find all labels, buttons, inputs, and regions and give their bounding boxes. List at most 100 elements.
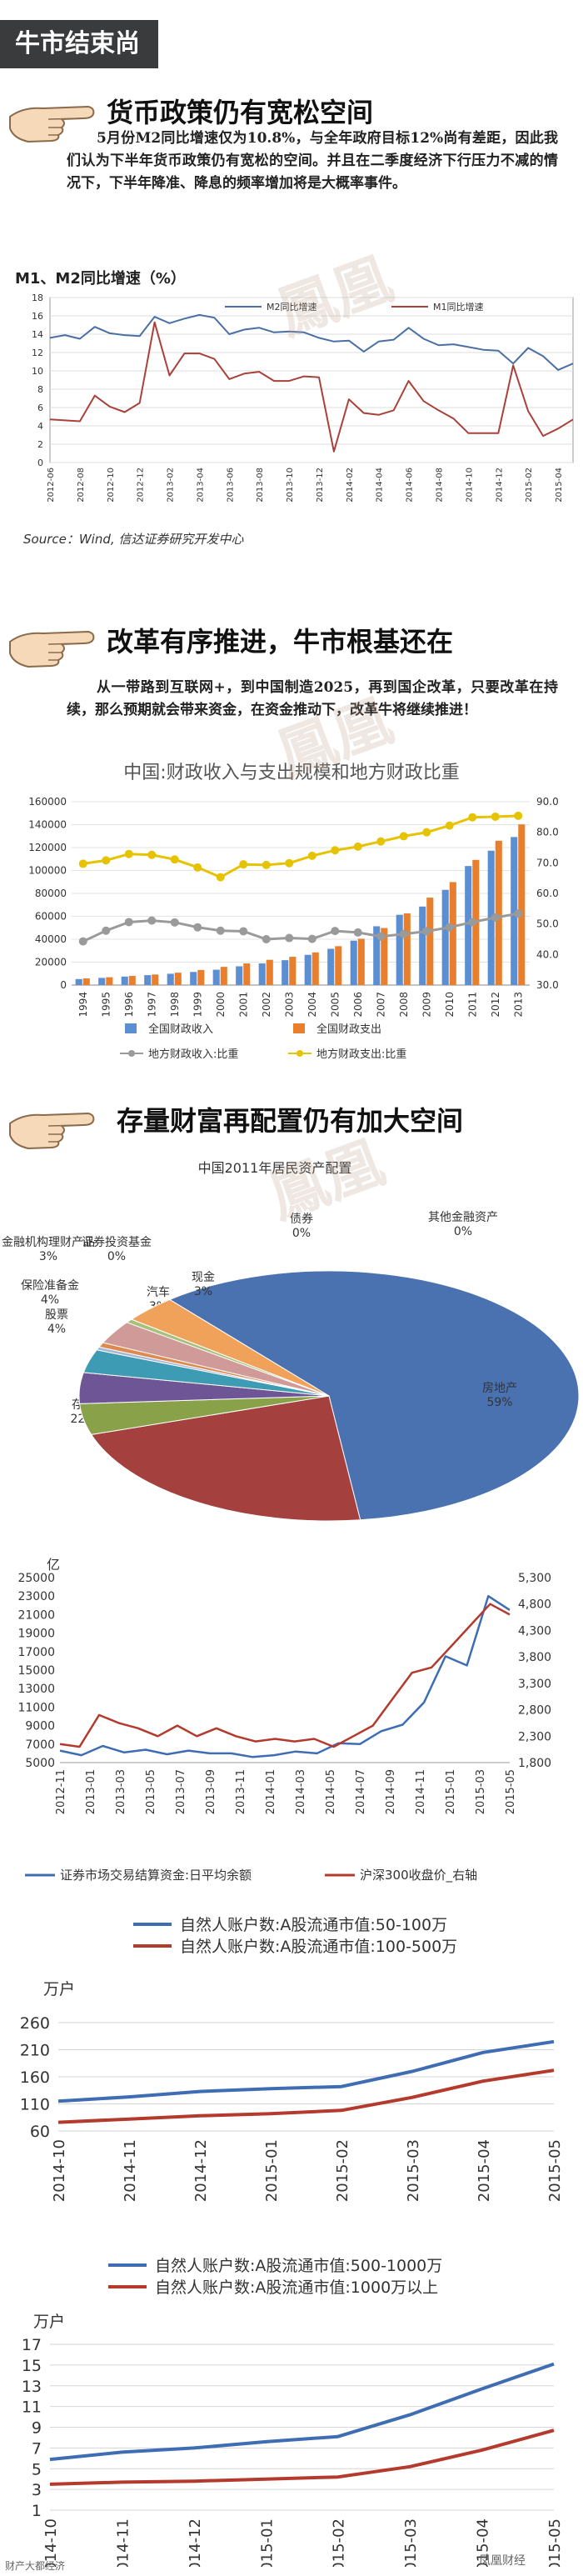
legend-swatch [128,1050,135,1057]
series-point [422,927,431,936]
series-point [491,812,500,821]
x-tick-label: 2015-02 [334,2139,351,2202]
section-paragraph: 从一带路到互联网+，到中国制造2025，再到国企改革，只要改革在持续，那么预期就… [67,679,558,718]
y2-tick-label: 3,800 [518,1651,551,1664]
series-point [170,855,179,864]
y-tick-label: 60 [30,2123,50,2141]
x-tick-label: 2012-08 [77,468,86,503]
x-tick-label: 2011 [466,992,478,1018]
x-tick-label: 1998 [169,992,181,1018]
x-tick-label: 2015-02 [525,468,534,503]
series-point [422,828,431,837]
legend-label: 全国财政支出 [316,1023,381,1036]
series-point [376,932,386,941]
x-tick-label: 1995 [100,992,112,1018]
y-tick-label: 3 [32,2481,42,2499]
x-tick-label: 2015-03 [405,2139,422,2202]
slice-value: 0% [454,1225,472,1238]
y-tick-label: 15000 [17,1664,55,1678]
bar-revenue [396,914,403,985]
bar-expenditure [311,952,319,985]
series-point [78,937,87,946]
series-point [147,850,157,859]
bar-expenditure [174,973,182,985]
bar-expenditure [197,969,205,985]
x-tick-label: 2013 [512,992,524,1018]
legend-swatch [293,1023,305,1033]
footer-right: 凤凰财经 [479,2554,526,2568]
series-point [399,832,408,841]
x-tick-label: 2013-05 [145,1769,157,1814]
x-tick-label: 2014-09 [385,1769,397,1814]
pie-slice [130,1298,330,1397]
series-line-m2 [49,313,574,371]
x-tick-label: 2014-04 [376,468,385,503]
section-paragraph: 5月份M2同比增速仅为10.8%，与全年政府目标12%尚有差距，因此我们认为下半… [67,130,558,192]
x-tick-label: 2015-05 [546,2518,564,2567]
x-tick-label: 2013-12 [316,468,325,503]
slice-label: 证券投资基金 [82,1235,152,1249]
y-tick-label: 160 [20,2068,50,2087]
series-point [124,918,133,927]
y-tick-label: 160000 [28,796,67,808]
bar-revenue [258,963,266,985]
slice-value: 3% [194,1285,212,1298]
series-point [124,849,133,858]
bar-expenditure [266,959,273,985]
series-line-settlement [59,1594,511,1758]
y-tick-label: 5000 [25,1757,55,1770]
series-point [376,837,386,846]
legend-label: 地方财政支出:比重 [316,1048,406,1061]
x-tick-label: 2014-11 [114,2518,132,2567]
y-tick-label: 10 [32,366,43,377]
x-tick-label: 2006 [352,992,364,1018]
series-point [285,933,294,943]
legend-label: 自然人账户数:A股流通市值:50-100万 [180,1916,447,1934]
series-point [468,813,477,822]
x-tick-label: 2013-03 [115,1769,127,1814]
bar-expenditure [243,963,251,985]
bar-expenditure [82,978,90,985]
series-point [514,909,523,918]
bar-revenue [511,837,518,985]
y-tick-label: 20000 [35,957,67,968]
bar-revenue [121,976,128,985]
bar-revenue [212,969,220,985]
y-tick-label: 2 [37,439,43,450]
pointing-hand-icon [9,105,95,143]
series-line [49,2428,555,2486]
x-tick-label: 2015-02 [331,2518,348,2567]
series-line [49,2362,555,2462]
x-tick-label: 2013-09 [205,1769,217,1814]
legend-label: 自然人账户数:A股流通市值:500-1000万 [155,2257,442,2275]
series-line-csi300 [59,1603,511,1748]
bar-expenditure [426,898,434,985]
y-tick-label: 11000 [17,1701,55,1714]
x-tick-label: 2015-04 [555,468,564,503]
slice-label: 汽车 [147,1285,170,1299]
slice-value: 4% [41,1293,59,1307]
legend-label: 沪深300收盘价_右轴 [360,1868,477,1883]
series-point [353,842,362,851]
series-point [331,846,340,855]
legend-label: M2同比增速 [267,301,317,313]
bar-revenue [98,978,106,985]
x-tick-label: 2015-01 [445,1769,457,1814]
slice-value: 3% [39,1250,57,1263]
slice-label: 其他金融资产 [428,1211,498,1224]
series-line [57,2068,555,2124]
y-tick-label: 210 [20,2042,50,2060]
y-tick-label: 100000 [28,865,67,877]
y-tick-label: 120000 [28,842,67,853]
y-tick-label: 60000 [35,911,67,923]
y-tick-label: 4 [37,421,43,432]
slice-value: 4% [47,1323,66,1336]
y-axis-unit: 亿 [47,1557,60,1573]
y-tick-label: 12 [32,348,43,358]
y-tick-label: 25000 [17,1572,55,1585]
bar-revenue [236,966,243,985]
x-tick-label: 2014-10 [465,468,474,503]
x-tick-label: 2013-01 [85,1769,97,1814]
x-tick-label: 2010 [444,992,456,1018]
bar-revenue [144,975,152,985]
